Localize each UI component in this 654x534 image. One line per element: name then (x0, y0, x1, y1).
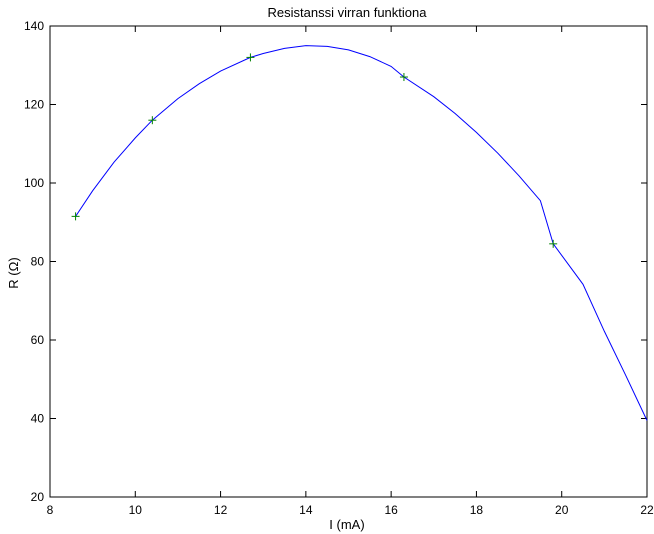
y-axis: 20 40 60 80 100 120 140 (24, 19, 647, 504)
data-point-marker (71, 212, 80, 221)
y-tick-label: 100 (24, 176, 44, 190)
x-axis-label: I (mA) (329, 517, 364, 532)
y-axis-label: R (Ω) (6, 257, 21, 288)
data-point-marker (549, 239, 558, 248)
y-tick-label: 60 (31, 333, 45, 347)
x-tick-label: 14 (299, 503, 313, 517)
x-tick-label: 12 (214, 503, 228, 517)
x-axis: 8 10 12 14 16 18 20 22 (47, 26, 654, 517)
y-tick-label: 40 (31, 412, 45, 426)
x-tick-label: 18 (470, 503, 484, 517)
plot-area (49, 25, 648, 498)
x-tick-label: 16 (384, 503, 398, 517)
fit-curve-line (75, 45, 648, 421)
x-tick-label: 22 (640, 503, 654, 517)
y-tick-label: 140 (24, 19, 44, 33)
data-point-marker (399, 73, 408, 82)
x-tick-label: 20 (555, 503, 569, 517)
data-point-marker (148, 116, 157, 125)
x-tick-label: 8 (47, 503, 54, 517)
data-point-marker (246, 53, 255, 62)
data-markers-layer (71, 53, 558, 248)
y-tick-label: 20 (31, 490, 45, 504)
x-tick-label: 10 (129, 503, 143, 517)
y-tick-label: 80 (31, 255, 45, 269)
fit-curve-layer (75, 45, 648, 421)
y-tick-label: 120 (24, 98, 44, 112)
chart-title: Resistanssi virran funktiona (268, 5, 428, 20)
